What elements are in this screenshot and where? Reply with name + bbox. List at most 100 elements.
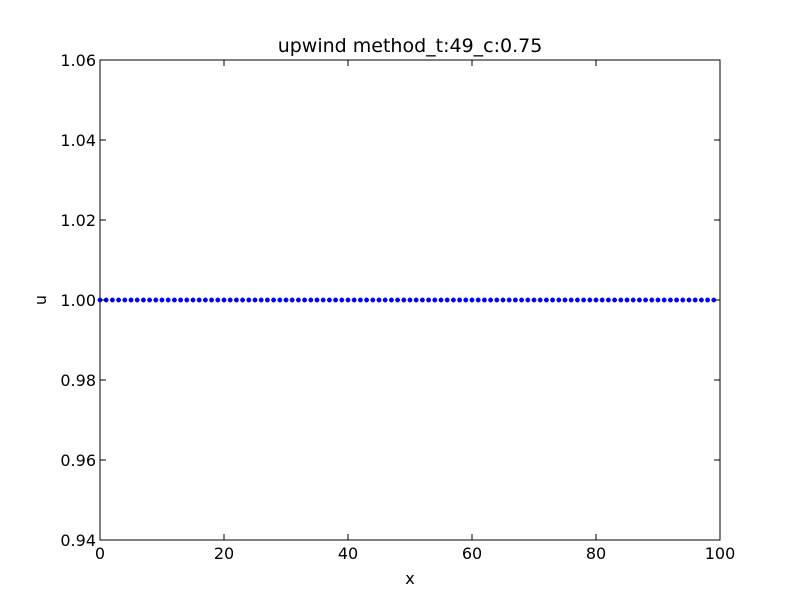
data-point <box>407 297 413 303</box>
data-point <box>481 297 487 303</box>
x-tick-label: 20 <box>214 544 234 563</box>
x-axis: 0 20 40 60 80 100 <box>95 60 735 563</box>
data-point <box>314 297 320 303</box>
data-point <box>624 297 630 303</box>
x-tick-label: 100 <box>705 544 736 563</box>
data-point <box>636 297 642 303</box>
data-point <box>556 297 562 303</box>
data-point <box>109 297 115 303</box>
y-tick-label: 1.02 <box>60 211 96 230</box>
data-point <box>289 297 295 303</box>
data-point <box>537 297 543 303</box>
data-point <box>376 297 382 303</box>
data-point <box>258 297 264 303</box>
data-point <box>506 297 512 303</box>
data-point <box>277 297 283 303</box>
data-point <box>500 297 506 303</box>
data-point <box>209 297 215 303</box>
data-point <box>512 297 518 303</box>
data-point <box>444 297 450 303</box>
data-point <box>395 297 401 303</box>
data-point <box>698 297 704 303</box>
data-point <box>153 297 159 303</box>
x-tick-label: 80 <box>586 544 606 563</box>
data-point <box>134 297 140 303</box>
chart-title: upwind method_t:49_c:0.75 <box>278 35 543 57</box>
data-point <box>438 297 444 303</box>
data-point <box>574 297 580 303</box>
data-point <box>661 297 667 303</box>
data-point <box>122 297 128 303</box>
data-point <box>364 297 370 303</box>
data-point <box>519 297 525 303</box>
data-point <box>283 297 289 303</box>
data-point <box>413 297 419 303</box>
data-point <box>302 297 308 303</box>
data-point <box>667 297 673 303</box>
data-point <box>370 297 376 303</box>
data-point <box>171 297 177 303</box>
data-point <box>165 297 171 303</box>
data-point <box>692 297 698 303</box>
data-point <box>128 297 134 303</box>
y-axis-label: u <box>31 295 50 305</box>
data-point <box>246 297 252 303</box>
data-point <box>643 297 649 303</box>
data-point <box>240 297 246 303</box>
data-point <box>475 297 481 303</box>
x-tick-label: 60 <box>462 544 482 563</box>
data-point <box>326 297 332 303</box>
data-point <box>463 297 469 303</box>
data-point <box>550 297 556 303</box>
y-axis: 0.94 0.96 0.98 1.00 1.02 1.04 1.06 <box>60 51 720 550</box>
x-axis-label: x <box>405 569 414 588</box>
data-point <box>705 297 711 303</box>
data-point <box>568 297 574 303</box>
data-point <box>599 297 605 303</box>
data-point <box>543 297 549 303</box>
data-point <box>351 297 357 303</box>
data-point <box>649 297 655 303</box>
data-point <box>587 297 593 303</box>
y-tick-label: 1.04 <box>60 131 96 150</box>
data-point <box>469 297 475 303</box>
data-point <box>382 297 388 303</box>
data-point <box>196 297 202 303</box>
data-point <box>605 297 611 303</box>
data-point <box>525 297 531 303</box>
data-point <box>308 297 314 303</box>
data-point <box>116 297 122 303</box>
data-point <box>140 297 146 303</box>
data-point <box>147 297 153 303</box>
data-point <box>190 297 196 303</box>
data-point <box>345 297 351 303</box>
data-point <box>494 297 500 303</box>
data-point <box>593 297 599 303</box>
y-tick-label: 1.00 <box>60 291 96 310</box>
data-point <box>674 297 680 303</box>
data-point <box>339 297 345 303</box>
data-point <box>215 297 221 303</box>
data-point <box>562 297 568 303</box>
data-point <box>581 297 587 303</box>
y-tick-label: 0.96 <box>60 451 96 470</box>
data-series <box>97 297 717 303</box>
data-point <box>457 297 463 303</box>
data-point <box>271 297 277 303</box>
data-point <box>184 297 190 303</box>
y-tick-label: 0.98 <box>60 371 96 390</box>
data-point <box>233 297 239 303</box>
data-point <box>419 297 425 303</box>
data-point <box>680 297 686 303</box>
data-point <box>227 297 233 303</box>
data-point <box>333 297 339 303</box>
data-point <box>686 297 692 303</box>
data-point <box>612 297 618 303</box>
data-point <box>618 297 624 303</box>
data-point <box>655 297 661 303</box>
data-point <box>320 297 326 303</box>
data-point <box>202 297 208 303</box>
y-tick-label: 0.94 <box>60 531 96 550</box>
data-point <box>450 297 456 303</box>
